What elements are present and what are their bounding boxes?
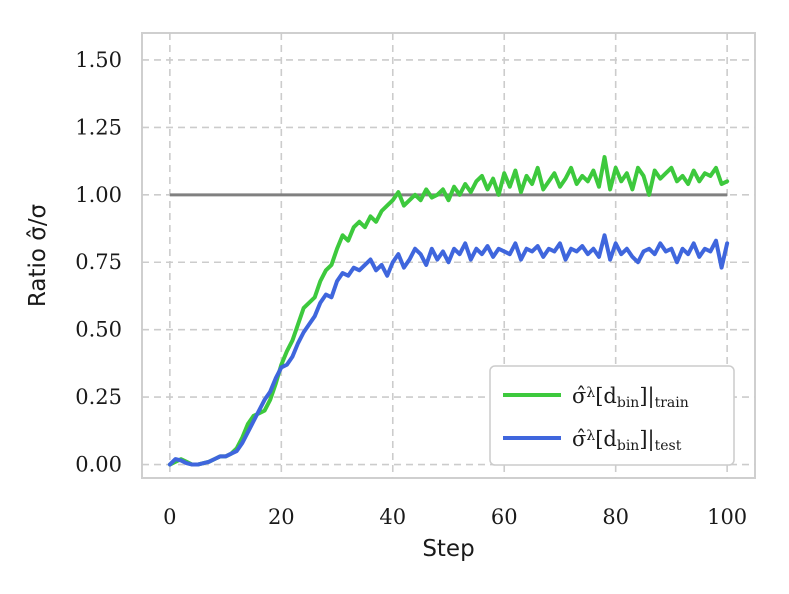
legend-label-test: σ̂λ[dbin]|test <box>572 427 682 454</box>
y-tick-label: 0.25 <box>75 385 122 409</box>
x-tick-label: 0 <box>163 505 176 529</box>
x-axis-label: Step <box>422 536 474 562</box>
legend-box <box>489 365 735 466</box>
series-line-train <box>167 155 730 467</box>
legend: σ̂λ[dbin]|train σ̂λ[dbin]|test <box>489 365 735 466</box>
x-tick-label: 60 <box>491 505 518 529</box>
y-tick-label: 0.50 <box>75 318 122 342</box>
x-tick-label: 100 <box>707 505 747 529</box>
x-tick-label: 80 <box>602 505 629 529</box>
y-tick-label: 1.50 <box>75 48 122 72</box>
y-tick-label: 0.00 <box>75 453 122 477</box>
y-tick-label: 0.75 <box>75 250 122 274</box>
series-layer <box>167 155 730 467</box>
x-tick-labels: 0 20 40 60 80 100 <box>163 505 747 529</box>
x-tick-label: 40 <box>379 505 406 529</box>
y-tick-labels: 0.00 0.25 0.50 0.75 1.00 1.25 1.50 <box>75 48 122 477</box>
y-tick-label: 1.25 <box>75 115 122 139</box>
y-tick-label: 1.00 <box>75 183 122 207</box>
series-line-test <box>167 233 730 467</box>
y-axis-label: Ratio σ̂/σ <box>25 204 51 307</box>
x-tick-label: 20 <box>268 505 295 529</box>
legend-label-train: σ̂λ[dbin]|train <box>572 384 689 411</box>
